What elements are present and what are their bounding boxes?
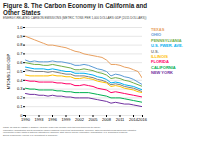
- svg-text:0.3: 0.3: [17, 86, 23, 91]
- svg-text:1999: 1999: [62, 117, 72, 122]
- svg-text:2011: 2011: [116, 117, 125, 122]
- html-text:U.S. FWER. AVE.: U.S. FWER. AVE.: [151, 43, 183, 49]
- svg-text:0.2: 0.2: [17, 95, 23, 100]
- html-text:TEXAS: TEXAS: [151, 27, 165, 33]
- svg-text:0.9: 0.9: [17, 34, 23, 39]
- html-text:ENERGY-RELATED CARBON EMISSION: ENERGY-RELATED CARBON EMISSIONS (METRIC …: [3, 16, 147, 21]
- svg-text:1993: 1993: [35, 117, 45, 122]
- svg-text:1990: 1990: [21, 117, 31, 122]
- svg-text:0.1: 0.1: [17, 104, 23, 109]
- svg-text:2008: 2008: [102, 117, 112, 122]
- html-text:FLORIDA: FLORIDA: [151, 59, 169, 65]
- html-text:NEW YORK: NEW YORK: [151, 70, 173, 76]
- svg-text:0.7: 0.7: [17, 51, 23, 56]
- html-text:ILLINOIS: ILLINOIS: [151, 54, 168, 59]
- svg-text:MTONS/1,000 GDP: MTONS/1,000 GDP: [6, 54, 11, 90]
- svg-text:0.4: 0.4: [17, 78, 23, 83]
- svg-text:0: 0: [20, 112, 23, 118]
- html-text:OHIO: OHIO: [151, 32, 162, 38]
- svg-text:2014: 2014: [129, 117, 138, 123]
- svg-text:2002: 2002: [75, 117, 85, 122]
- html-text:U.S.: U.S.: [151, 48, 159, 54]
- svg-text:0.5: 0.5: [17, 69, 23, 74]
- svg-text:2005: 2005: [89, 117, 99, 122]
- html-text:PENNSYLVANIA: PENNSYLVANIA: [151, 37, 182, 43]
- html-text:CALIFORNIA: CALIFORNIA: [151, 64, 176, 70]
- svg-text:0.6: 0.6: [17, 60, 23, 65]
- svg-text:2016: 2016: [138, 117, 148, 122]
- svg-text:0.8: 0.8: [17, 42, 23, 47]
- html-text:NOTE: TO USE OF FEDERAL ENERGY: NOTE: TO USE OF FEDERAL ENERGY INFORMATI…: [3, 126, 136, 136]
- html-text:Figure 8. The Carbon Economy i: Figure 8. The Carbon Economy in Californ…: [3, 2, 148, 17]
- svg-text:1996: 1996: [48, 117, 58, 122]
- svg-text:1.0: 1.0: [17, 25, 23, 30]
